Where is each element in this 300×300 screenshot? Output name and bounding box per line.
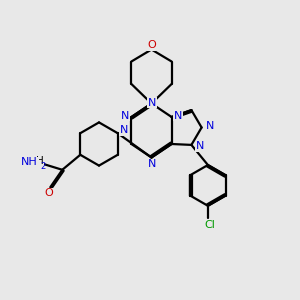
Text: N: N	[174, 110, 182, 121]
Text: N: N	[119, 125, 128, 135]
Text: N: N	[196, 141, 204, 152]
Text: N: N	[148, 98, 156, 108]
Text: O: O	[44, 188, 53, 198]
Text: H: H	[22, 157, 30, 167]
Text: N: N	[148, 159, 156, 169]
Text: N: N	[121, 110, 129, 121]
Text: N: N	[206, 121, 214, 131]
Text: NH: NH	[21, 157, 38, 167]
Text: H: H	[36, 156, 44, 167]
Text: O: O	[147, 40, 156, 50]
Text: Cl: Cl	[204, 220, 215, 230]
Text: NH: NH	[21, 157, 38, 167]
Text: 2: 2	[40, 162, 45, 171]
